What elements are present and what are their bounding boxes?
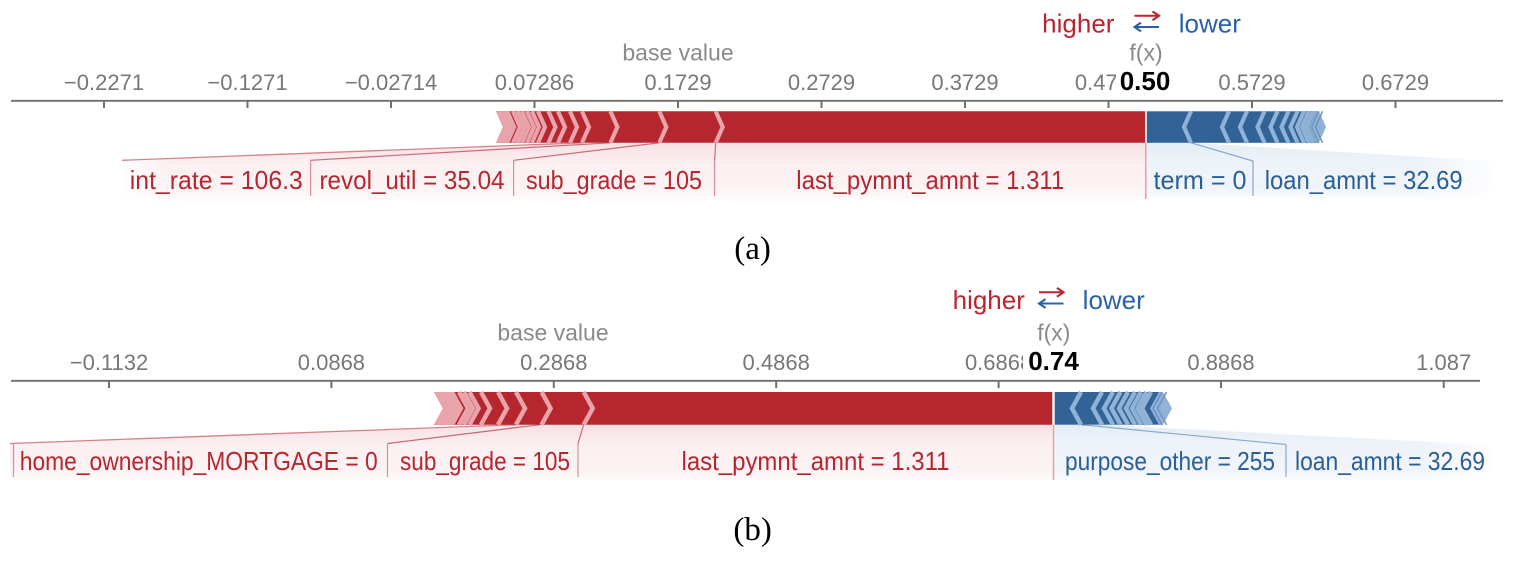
svg-text:last_pymnt_amnt = 1.311: last_pymnt_amnt = 1.311 [682, 446, 950, 476]
svg-text:higher: higher [953, 285, 1026, 315]
svg-text:revol_util = 35.04: revol_util = 35.04 [320, 165, 505, 195]
svg-text:sub_grade = 105: sub_grade = 105 [526, 165, 702, 195]
svg-text:0.1729: 0.1729 [644, 70, 711, 95]
svg-text:−0.1271: −0.1271 [207, 70, 287, 95]
svg-text:0.4868: 0.4868 [743, 350, 810, 375]
svg-text:0.50: 0.50 [1120, 66, 1171, 96]
svg-text:lower: lower [1083, 285, 1145, 315]
svg-text:0.3729: 0.3729 [931, 70, 998, 95]
svg-text:f(x): f(x) [1037, 320, 1070, 346]
svg-text:int_rate = 106.3: int_rate = 106.3 [130, 165, 303, 195]
svg-text:term = 0: term = 0 [1154, 165, 1247, 195]
svg-text:lower: lower [1179, 9, 1241, 39]
svg-text:−0.1132: −0.1132 [70, 350, 149, 375]
svg-text:(a): (a) [734, 231, 771, 267]
svg-text:0.07286: 0.07286 [495, 70, 575, 95]
svg-text:purpose_other = 255: purpose_other = 255 [1065, 446, 1275, 476]
svg-text:loan_amnt = 32.69: loan_amnt = 32.69 [1295, 446, 1485, 476]
svg-text:0.74: 0.74 [1028, 346, 1079, 376]
svg-text:(b): (b) [733, 512, 771, 548]
svg-text:base value: base value [622, 40, 733, 66]
svg-text:0.5729: 0.5729 [1218, 70, 1285, 95]
svg-text:0.6729: 0.6729 [1362, 70, 1429, 95]
svg-text:f(x): f(x) [1129, 40, 1162, 66]
svg-text:base value: base value [497, 320, 608, 346]
svg-text:−0.2271: −0.2271 [64, 70, 144, 95]
svg-text:last_pymnt_amnt = 1.311: last_pymnt_amnt = 1.311 [796, 165, 1064, 195]
svg-text:0.6868: 0.6868 [965, 350, 1032, 375]
svg-text:higher: higher [1042, 9, 1115, 39]
svg-text:sub_grade = 105: sub_grade = 105 [400, 446, 570, 476]
svg-text:loan_amnt = 32.69: loan_amnt = 32.69 [1265, 165, 1463, 195]
svg-text:home_ownership_MORTGAGE = 0: home_ownership_MORTGAGE = 0 [20, 446, 378, 476]
svg-text:0.8868: 0.8868 [1187, 350, 1254, 375]
svg-text:0.2868: 0.2868 [520, 350, 587, 375]
svg-text:1.087: 1.087 [1416, 350, 1471, 375]
svg-text:−0.02714: −0.02714 [345, 70, 437, 95]
svg-text:0.0868: 0.0868 [298, 350, 365, 375]
svg-text:0.2729: 0.2729 [788, 70, 855, 95]
